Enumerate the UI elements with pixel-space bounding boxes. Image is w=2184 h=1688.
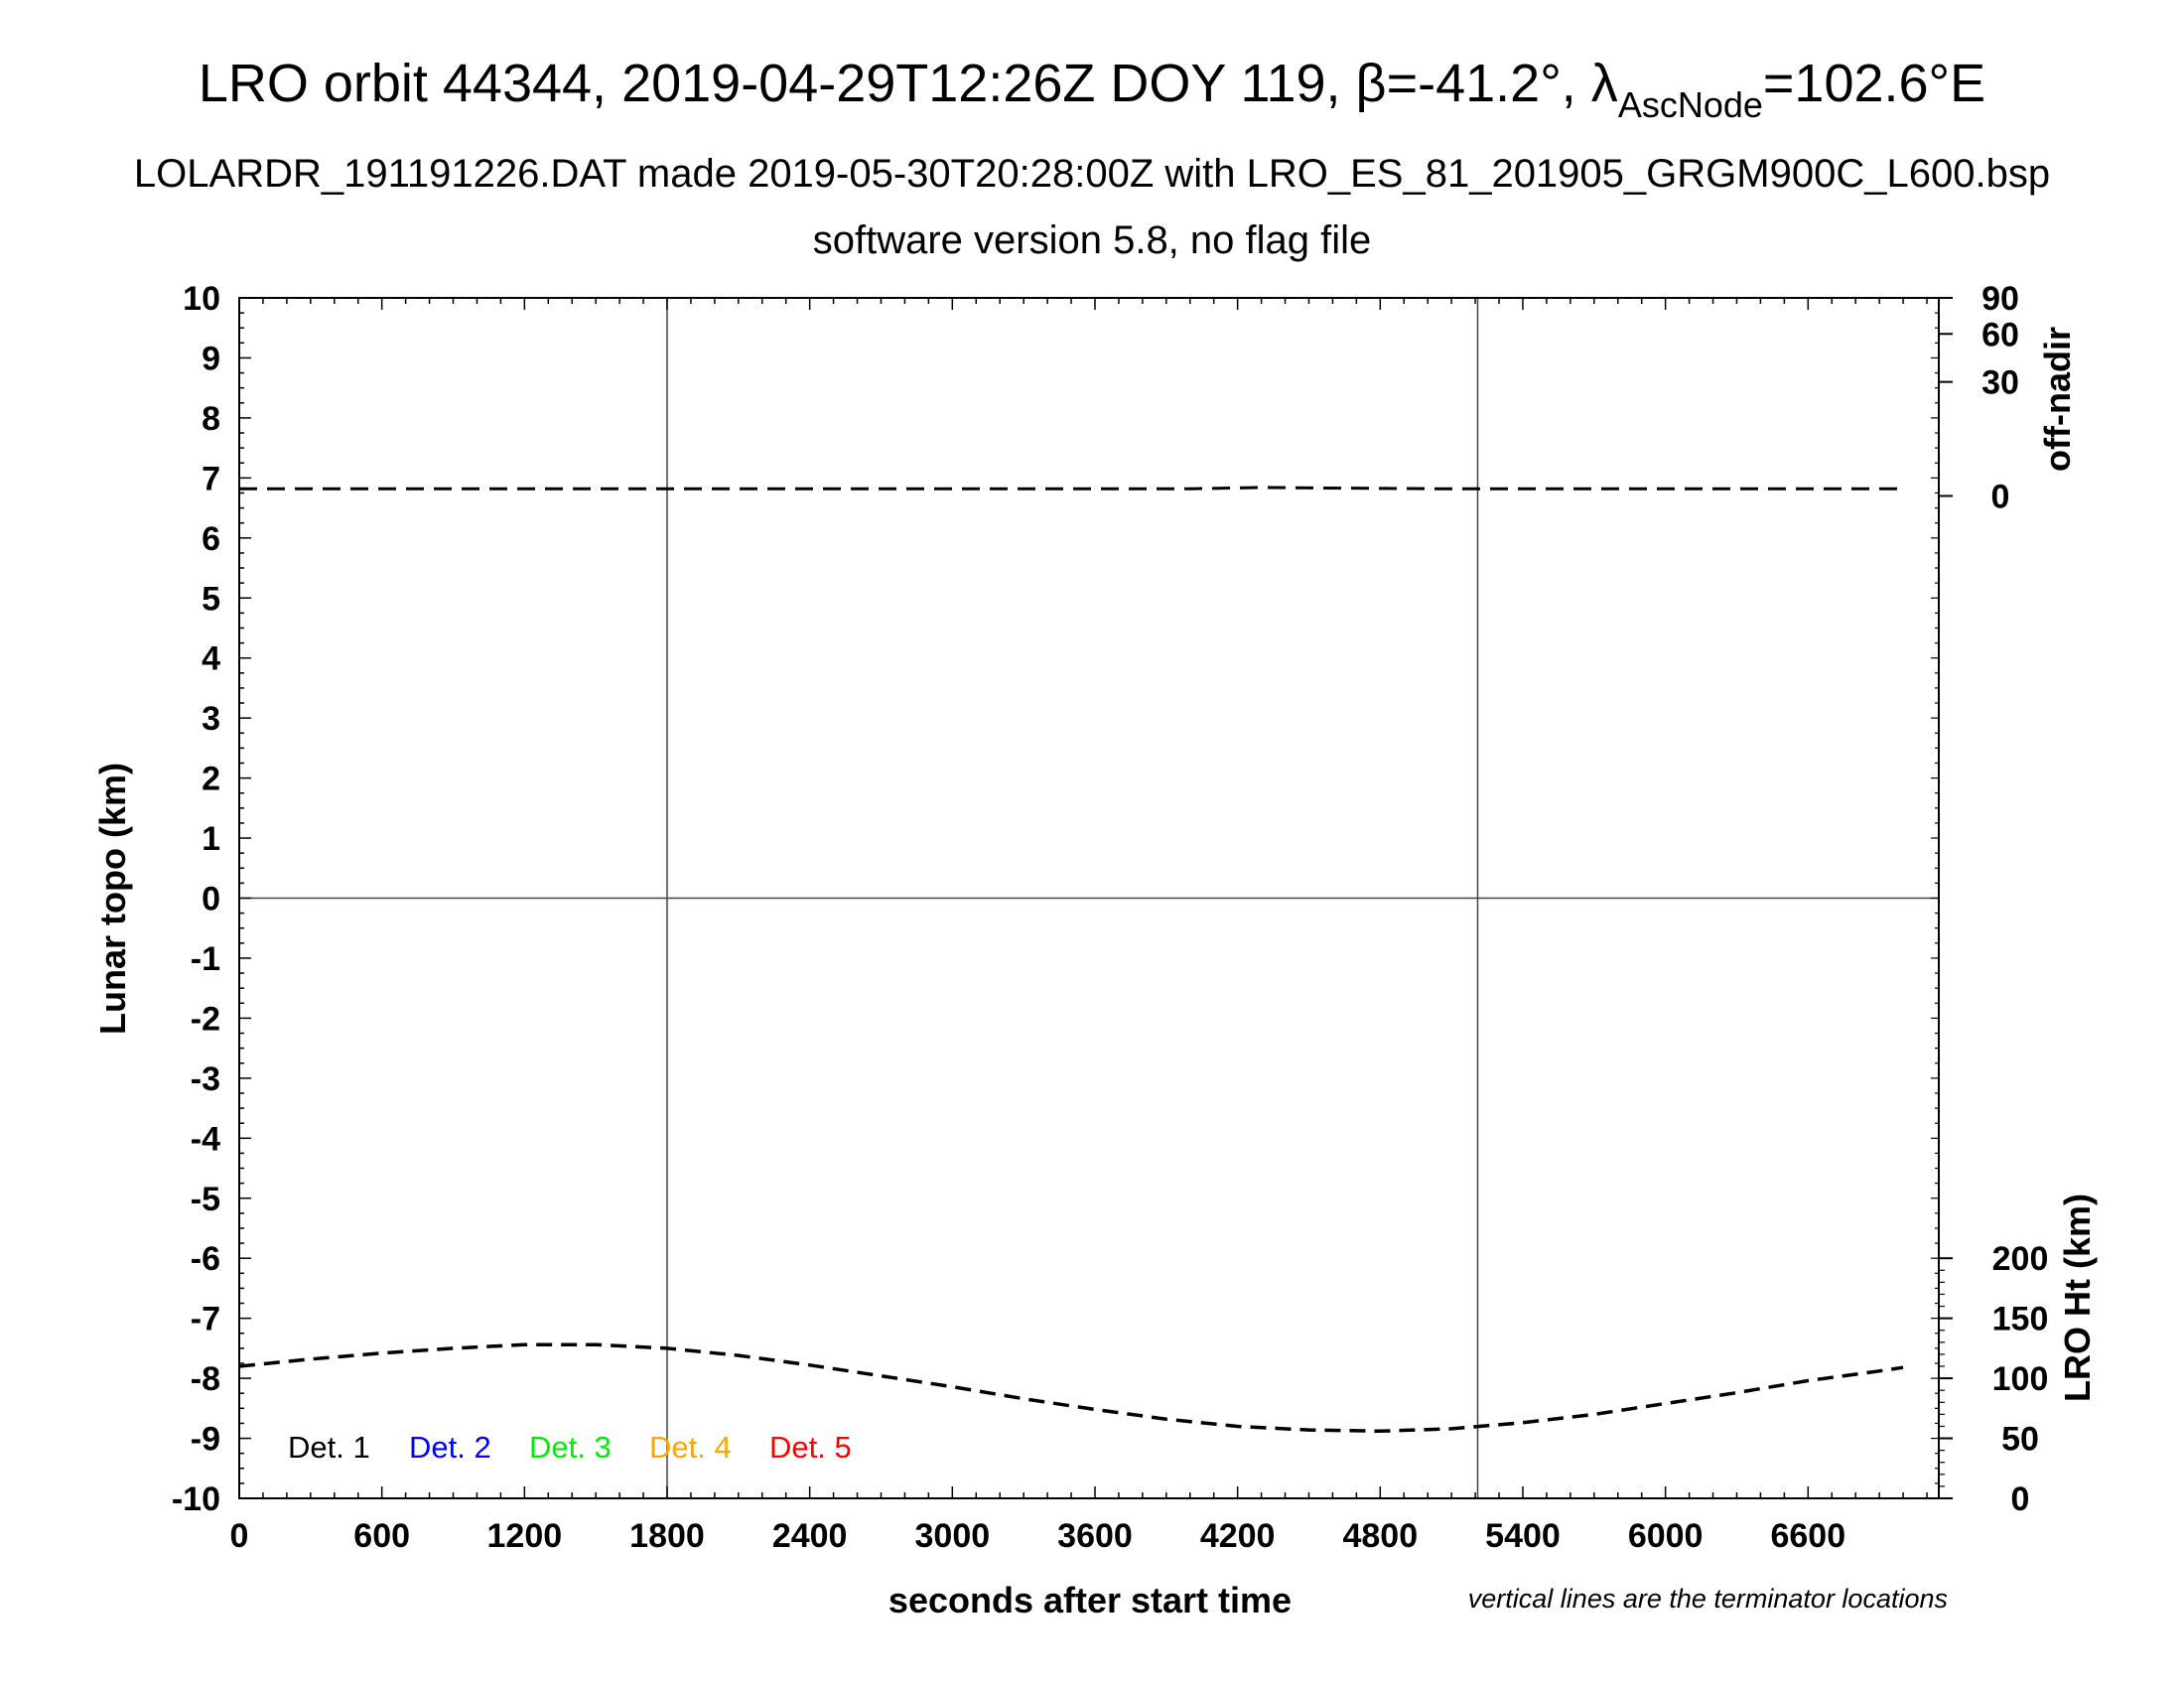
left-y-tick-label: 9 bbox=[202, 340, 220, 377]
chart-title: LRO orbit 44344, 2019-04-29T12:26Z DOY 1… bbox=[199, 54, 1985, 125]
title-suffix: =102.6°E bbox=[1763, 54, 1985, 113]
left-y-tick-label: -1 bbox=[191, 940, 220, 978]
lro-ht-tick-label: 50 bbox=[2001, 1421, 2039, 1459]
off-nadir-series-line bbox=[239, 486, 1904, 491]
x-tick-label: 5400 bbox=[1485, 1517, 1561, 1555]
off-nadir-tick-label: 60 bbox=[1981, 316, 2019, 353]
lro-ht-tick-label: 150 bbox=[1992, 1301, 2049, 1338]
left-y-tick-label: -10 bbox=[172, 1480, 220, 1518]
left-y-tick-label: -2 bbox=[191, 1000, 220, 1038]
legend-item-det-3: Det. 3 bbox=[529, 1430, 612, 1465]
lro-ht-tick-label: 200 bbox=[1992, 1240, 2049, 1278]
left-y-tick-label: 8 bbox=[202, 400, 220, 438]
left-y-tick-label: -7 bbox=[191, 1301, 220, 1338]
x-tick-label: 6600 bbox=[1770, 1517, 1845, 1555]
left-axis-label: Lunar topo (km) bbox=[92, 763, 133, 1035]
x-tick-label: 0 bbox=[230, 1517, 249, 1555]
left-y-tick-label: -9 bbox=[191, 1421, 220, 1459]
left-y-tick-label: 6 bbox=[202, 520, 220, 558]
x-axis-label: seconds after start time bbox=[888, 1580, 1292, 1620]
left-y-tick-label: -4 bbox=[191, 1120, 220, 1158]
left-y-tick-label: 3 bbox=[202, 700, 220, 738]
x-tick-label: 2400 bbox=[772, 1517, 848, 1555]
legend-item-det-4: Det. 4 bbox=[649, 1430, 732, 1465]
left-y-tick-label: 5 bbox=[202, 580, 220, 618]
lro-ht-tick-label: 100 bbox=[1992, 1360, 2049, 1398]
right-bottom-axis-ticks: 200 150 100 50 0 bbox=[1939, 1240, 2048, 1518]
left-y-tick-label: -3 bbox=[191, 1060, 220, 1098]
left-y-tick-label: 10 bbox=[183, 280, 220, 318]
x-tick-label: 3600 bbox=[1057, 1517, 1133, 1555]
x-tick-label: 3000 bbox=[915, 1517, 991, 1555]
title-subscript: AscNode bbox=[1618, 84, 1763, 125]
left-y-tick-label: 0 bbox=[202, 881, 220, 918]
chart-subtitle: LOLARDR_191191226.DAT made 2019-05-30T20… bbox=[134, 152, 2050, 196]
x-tick-label: 1800 bbox=[629, 1517, 705, 1555]
lro-ht-series-line bbox=[238, 1342, 1904, 1434]
off-nadir-tick-label: 0 bbox=[1991, 478, 2010, 515]
x-tick-label: 1200 bbox=[487, 1517, 563, 1555]
legend-item-det-2: Det. 2 bbox=[409, 1430, 491, 1465]
legend: Det. 1 Det. 2 Det. 3 Det. 4 Det. 5 bbox=[288, 1430, 852, 1465]
right-top-axis-label: off-nadir bbox=[2037, 327, 2078, 472]
left-y-tick-label: 2 bbox=[202, 761, 220, 798]
off-nadir-tick-label: 30 bbox=[1981, 364, 2019, 402]
series-group bbox=[238, 486, 1904, 1434]
lro-ht-tick-label: 0 bbox=[2011, 1480, 2030, 1518]
left-y-tick-label: -5 bbox=[191, 1181, 220, 1218]
x-axis-ticks: 0 600 1200 1800 2400 3000 3600 4200 4800 5400 6000… bbox=[230, 1517, 1846, 1555]
chart-subtitle-2: software version 5.8, no flag file bbox=[813, 218, 1372, 262]
plot-grid bbox=[239, 298, 1939, 1498]
left-y-tick-label: -8 bbox=[191, 1360, 220, 1398]
x-tick-label: 4800 bbox=[1342, 1517, 1418, 1555]
left-y-tick-label: 4 bbox=[202, 640, 220, 678]
x-tick-label: 6000 bbox=[1628, 1517, 1704, 1555]
legend-item-det-5: Det. 5 bbox=[769, 1430, 852, 1465]
legend-item-det-1: Det. 1 bbox=[288, 1430, 370, 1465]
left-y-tick-label: -6 bbox=[191, 1240, 220, 1278]
right-bottom-axis-label: LRO Ht (km) bbox=[2057, 1194, 2098, 1402]
left-y-tick-label: 7 bbox=[202, 460, 220, 497]
left-y-tick-label: 1 bbox=[202, 820, 220, 858]
off-nadir-tick-label: 90 bbox=[1981, 280, 2019, 318]
x-tick-label: 4200 bbox=[1200, 1517, 1276, 1555]
terminator-note: vertical lines are the terminator locati… bbox=[1468, 1584, 1948, 1614]
x-tick-label: 600 bbox=[353, 1517, 410, 1555]
minor-ticks bbox=[238, 297, 1939, 1499]
